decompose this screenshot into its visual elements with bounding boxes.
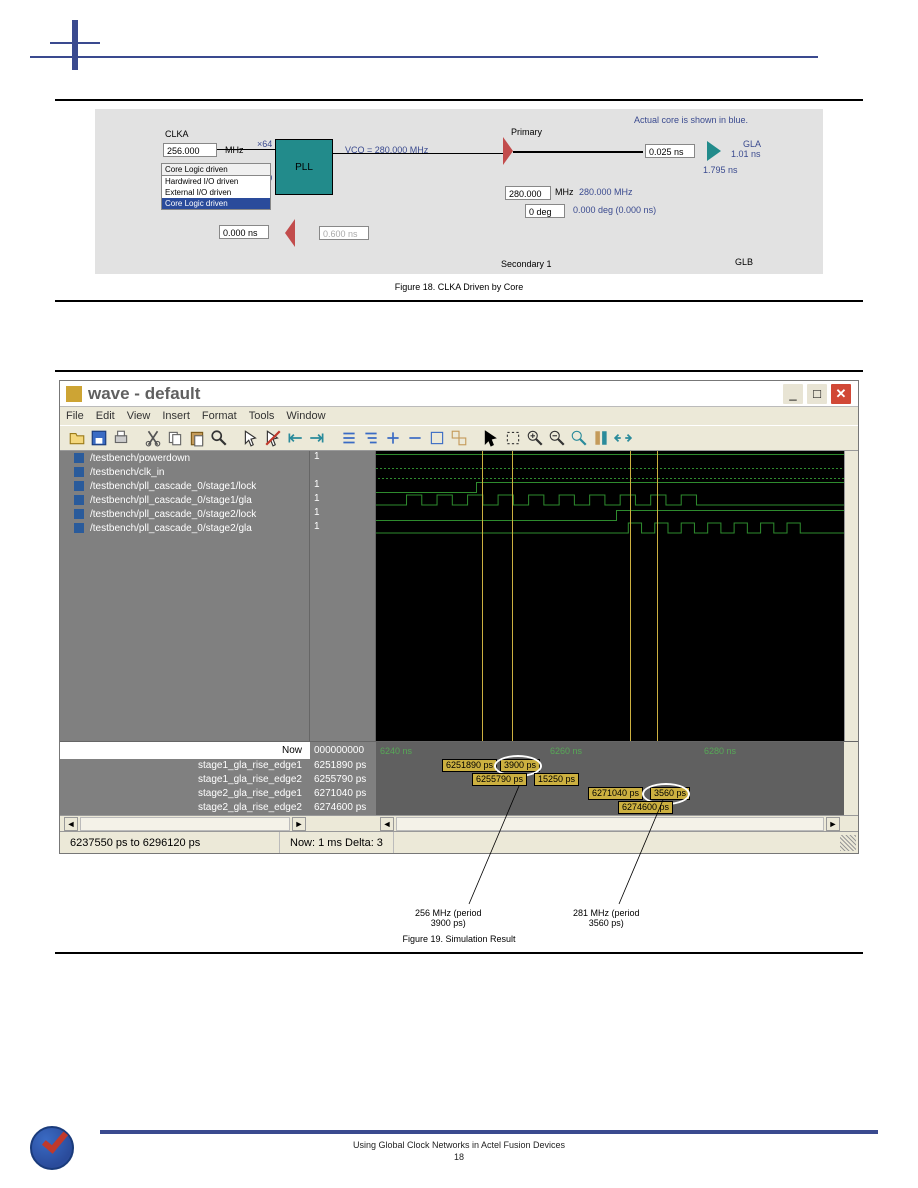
signal-row: /testbench/pll_cascade_0/stage1/gla (60, 493, 309, 507)
find-icon[interactable] (210, 429, 228, 447)
collapse-icon[interactable] (384, 429, 402, 447)
ext-delay-input[interactable]: 0.000 ns (219, 225, 269, 239)
menubar: File Edit View Insert Format Tools Windo… (60, 407, 858, 425)
vertical-scrollbar[interactable] (844, 451, 858, 741)
cut-icon[interactable] (144, 429, 162, 447)
app-icon (66, 386, 82, 402)
maximize-button[interactable]: □ (806, 383, 828, 405)
menu-window[interactable]: Window (286, 410, 325, 422)
del-sig-icon[interactable] (264, 429, 282, 447)
waveform-panel[interactable] (376, 451, 844, 741)
group-icon[interactable] (428, 429, 446, 447)
schematic-canvas: Actual core is shown in blue. CLKA 256.0… (95, 109, 823, 274)
toolbar (60, 425, 858, 451)
zoom-in-icon[interactable] (526, 429, 544, 447)
clka-freq-input[interactable]: 256.000 (163, 143, 217, 157)
value-panel: 1 1 1 1 1 (310, 451, 376, 741)
signal-row: /testbench/clk_in (60, 465, 309, 479)
now-label: Now (60, 742, 310, 759)
page-footer: Using Global Clock Networks in Actel Fus… (0, 1130, 918, 1162)
print-icon[interactable] (112, 429, 130, 447)
clk-source-dropdown[interactable]: Core Logic driven Hardwired I/O driven E… (161, 163, 271, 210)
menu-insert[interactable]: Insert (162, 410, 190, 422)
menu-edit[interactable]: Edit (96, 410, 115, 422)
save-icon[interactable] (90, 429, 108, 447)
prev-edge-icon[interactable] (286, 429, 304, 447)
window-title: wave - default (88, 384, 782, 404)
tree-icon[interactable] (362, 429, 380, 447)
phase-input[interactable]: 0 deg (525, 204, 565, 218)
signal-row: /testbench/pll_cascade_0/stage1/lock (60, 479, 309, 493)
figure-18: Actual core is shown in blue. CLKA 256.0… (55, 99, 863, 302)
zoom-full-icon[interactable] (570, 429, 588, 447)
gla-buffer (707, 141, 721, 161)
page-number: 18 (0, 1152, 918, 1162)
menu-view[interactable]: View (127, 410, 151, 422)
delay2-input: 0.600 ns (319, 226, 369, 240)
clka-label: CLKA (165, 129, 189, 139)
copy-icon[interactable] (166, 429, 184, 447)
paste-icon[interactable] (188, 429, 206, 447)
open-icon[interactable] (68, 429, 86, 447)
now-row: Now 000000000 ps 6240 ns 6260 ns 6280 ns (60, 741, 858, 759)
next-edge-icon[interactable] (308, 429, 326, 447)
zoom-out-icon[interactable] (548, 429, 566, 447)
gla-label: GLA (743, 139, 761, 149)
cursor-name: stage1_gla_rise_edge1 (60, 759, 310, 773)
signal-row: /testbench/pll_cascade_0/stage2/lock (60, 507, 309, 521)
input-mux (285, 219, 295, 247)
ungroup-icon[interactable] (450, 429, 468, 447)
expand-icon[interactable] (406, 429, 424, 447)
close-button[interactable]: ✕ (830, 383, 852, 405)
clka-freq-unit: MHz (225, 145, 244, 155)
menu-format[interactable]: Format (202, 410, 237, 422)
callout-281mhz: 281 MHz (period 3560 ps) (573, 908, 640, 928)
select-icon[interactable] (504, 429, 522, 447)
figure-18-caption: Figure 18. CLKA Driven by Core (55, 282, 863, 292)
signal-panel[interactable]: /testbench/powerdown /testbench/clk_in /… (60, 451, 310, 741)
signal-row: /testbench/powerdown (60, 451, 309, 465)
zoom-range-icon[interactable] (614, 429, 632, 447)
primary-mux (503, 137, 513, 165)
titlebar: wave - default _ □ ✕ (60, 381, 858, 407)
actual-core-note: Actual core is shown in blue. (634, 115, 748, 125)
footer-text: Using Global Clock Networks in Actel Fus… (0, 1140, 918, 1150)
pll-block: PLL (275, 139, 333, 195)
primary-freq-input[interactable]: 280.000 (505, 186, 551, 200)
figure-19-caption: Figure 19. Simulation Result (55, 934, 863, 944)
menu-tools[interactable]: Tools (249, 410, 275, 422)
callout-256mhz: 256 MHz (period 3900 ps) (415, 908, 482, 928)
cursor-icon[interactable] (482, 429, 500, 447)
minimize-button[interactable]: _ (782, 383, 804, 405)
list-icon[interactable] (340, 429, 358, 447)
primary-label: Primary (511, 127, 542, 137)
pointer-icon[interactable] (242, 429, 260, 447)
page-header (0, 20, 918, 70)
primary-delay-input[interactable]: 0.025 ns (645, 144, 695, 158)
figure-19: wave - default _ □ ✕ File Edit View Inse… (55, 370, 863, 954)
logo-icon (30, 1126, 78, 1174)
secondary-label: Secondary 1 (501, 259, 552, 269)
zoom-cursor-icon[interactable] (592, 429, 610, 447)
signal-row: /testbench/pll_cascade_0/stage2/gla (60, 521, 309, 535)
wave-body: /testbench/powerdown /testbench/clk_in /… (60, 451, 858, 741)
menu-file[interactable]: File (66, 410, 84, 422)
